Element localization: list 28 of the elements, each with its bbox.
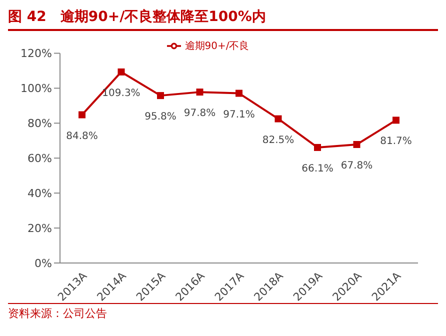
point xyxy=(314,144,321,151)
data-label: 84.8% xyxy=(66,130,98,142)
data-label: 109.3% xyxy=(102,88,140,99)
data-label: 81.7% xyxy=(380,136,412,148)
data-label: 82.5% xyxy=(262,134,294,146)
data-label: 66.1% xyxy=(302,163,334,174)
text: 资料来源：公司公告 xyxy=(8,303,438,321)
y-tick-label: 40% xyxy=(28,186,52,200)
chart-title: 图 42 逾期90+/不良整体降至100%内 xyxy=(8,8,438,31)
data-label: 67.8% xyxy=(340,160,373,172)
point xyxy=(78,111,86,118)
y-tick-label: 20% xyxy=(28,222,52,235)
data-label: 95.8% xyxy=(144,112,176,123)
point xyxy=(118,68,125,76)
y-tick-label: 120% xyxy=(20,47,52,60)
point xyxy=(353,141,360,148)
y-tick-label: 80% xyxy=(28,117,52,130)
y-tick-label: 100% xyxy=(20,82,52,96)
point xyxy=(392,116,400,124)
point xyxy=(157,92,164,100)
legend-label: 逾期90+/不良 xyxy=(184,41,250,52)
data-label: 97.8% xyxy=(184,108,216,120)
point xyxy=(196,88,204,96)
data-label: 97.1% xyxy=(223,109,255,120)
y-tick-label: 0% xyxy=(34,256,52,270)
point xyxy=(236,90,242,97)
point xyxy=(274,115,282,122)
y-tick-label: 60% xyxy=(28,152,52,166)
